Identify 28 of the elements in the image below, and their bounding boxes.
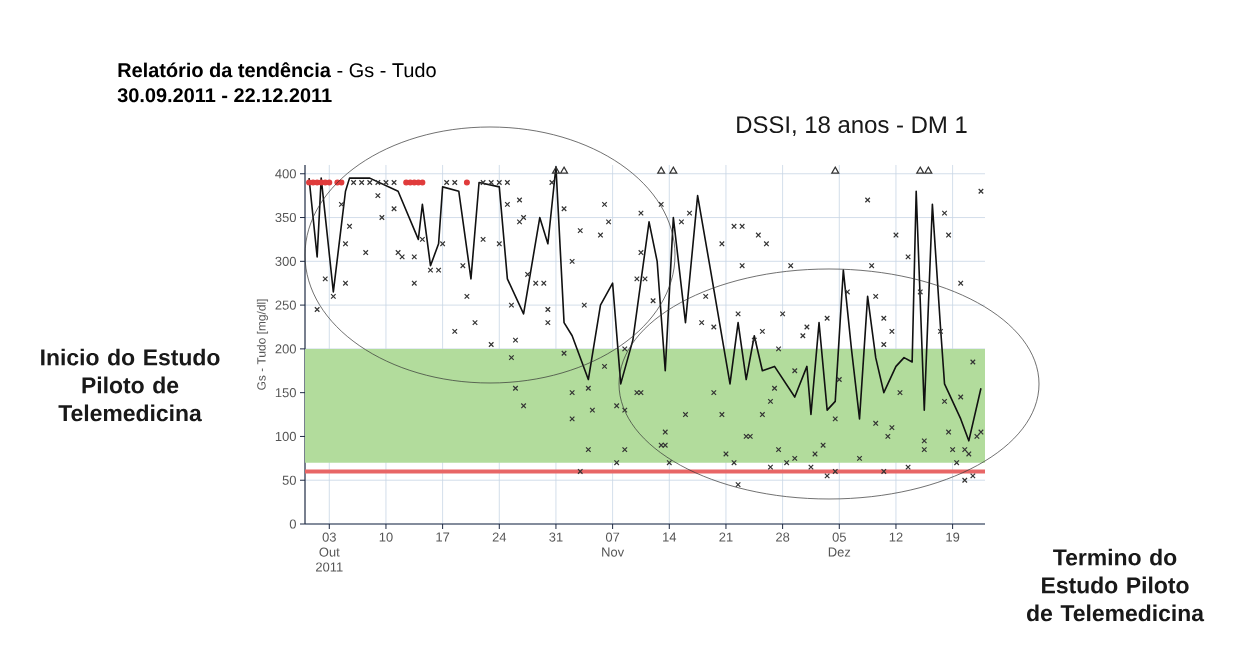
y-tick-label: 100	[275, 431, 296, 442]
x-tick-label: 28	[776, 532, 790, 542]
x-tick-label: 07 Nov	[602, 532, 625, 557]
x-tick-label: 24	[492, 532, 507, 542]
x-tick-label: 10	[379, 532, 393, 542]
x-tick-label: 31	[549, 532, 563, 542]
x-tick-label: 14	[663, 532, 677, 542]
text: Termino do Estudo Piloto de Telemedicina	[1027, 548, 1205, 622]
x-tick-label: 17	[436, 532, 450, 542]
y-axis-title: Gs - Tudo [mg/dl]	[256, 299, 269, 390]
y-tick-label: 250	[275, 300, 296, 310]
y-tick-label: 50	[282, 475, 296, 485]
chart-subtitle: 30.09.2011 - 22.12.2011	[117, 88, 332, 103]
text: Inicio do Estudo Piloto de Telemedicina	[41, 348, 220, 422]
x-tick-label: 19	[946, 532, 960, 542]
line-series	[308, 165, 982, 442]
chart-title: Relatório da tendência - Gs - Tudo	[118, 62, 436, 78]
y-tick-label: 200	[275, 344, 296, 354]
x-tick-label: 03 Out 2011	[316, 532, 343, 572]
x-tick-label: 05 Dez	[828, 532, 851, 557]
y-tick-label: 350	[275, 212, 296, 223]
y-tick-label: 300	[275, 256, 296, 266]
y-tick-label: 150	[275, 388, 296, 398]
y-tick-label: 0	[289, 519, 296, 529]
x-tick-label: 12	[889, 532, 903, 542]
text: DSSI, 18 anos - DM 1	[737, 116, 967, 136]
x-tick-label: 21	[719, 532, 733, 542]
y-tick-label: 400	[275, 169, 296, 179]
